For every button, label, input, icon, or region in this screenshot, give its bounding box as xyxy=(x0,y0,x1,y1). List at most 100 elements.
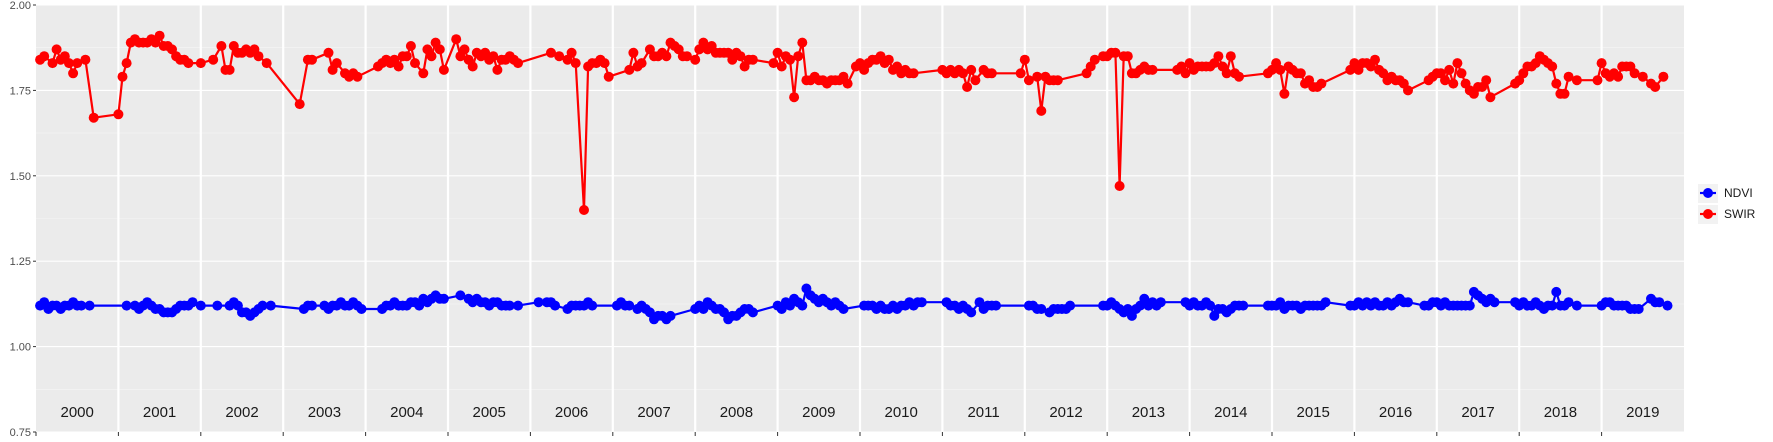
data-point-swir xyxy=(1440,75,1450,86)
data-point-swir xyxy=(121,58,132,69)
data-point-swir xyxy=(72,58,83,69)
legend-label-swir: SWIR xyxy=(1724,207,1756,221)
data-point-ndvi xyxy=(665,310,676,321)
data-point-ndvi xyxy=(121,300,132,311)
data-point-swir xyxy=(1481,75,1492,86)
data-point-swir xyxy=(1571,75,1582,86)
year-label: 2009 xyxy=(802,404,835,421)
data-point-ndvi xyxy=(1205,300,1216,311)
data-point-swir xyxy=(1015,68,1026,79)
data-point-swir xyxy=(1089,54,1100,65)
data-point-swir xyxy=(1225,51,1236,62)
data-point-swir xyxy=(789,92,800,103)
data-point-swir xyxy=(958,68,968,79)
data-point-swir xyxy=(1559,88,1570,99)
year-label: 2000 xyxy=(61,404,94,421)
data-point-swir xyxy=(410,58,420,69)
data-point-ndvi xyxy=(550,300,561,311)
data-point-swir xyxy=(908,68,919,79)
data-point-ndvi xyxy=(1155,297,1166,308)
data-point-ndvi xyxy=(747,307,758,318)
grid-lines xyxy=(36,4,1684,433)
data-point-swir xyxy=(690,54,701,65)
data-point-ndvi xyxy=(1633,304,1644,314)
data-point-swir xyxy=(1658,71,1669,82)
data-point-swir xyxy=(195,58,206,69)
year-label: 2007 xyxy=(637,404,670,421)
data-point-swir xyxy=(88,112,99,123)
data-point-swir xyxy=(352,71,363,82)
year-label: 2013 xyxy=(1132,404,1165,421)
data-point-swir xyxy=(1563,71,1574,82)
data-point-swir xyxy=(1629,68,1640,79)
year-label: 2002 xyxy=(225,404,258,421)
data-point-ndvi xyxy=(513,300,523,311)
data-point-swir xyxy=(451,34,462,45)
data-point-swir xyxy=(47,58,58,69)
data-point-swir xyxy=(323,47,334,58)
year-label: 2006 xyxy=(555,404,588,421)
data-point-swir xyxy=(418,68,429,79)
data-point-swir xyxy=(986,68,997,79)
y-tick-label: 0.75 xyxy=(10,427,31,439)
data-point-swir xyxy=(546,47,556,58)
data-point-swir xyxy=(1551,78,1562,89)
data-point-ndvi xyxy=(356,304,367,314)
data-point-swir xyxy=(603,71,614,82)
series-layer xyxy=(35,30,1673,325)
data-point-ndvi xyxy=(1547,300,1558,311)
year-label: 2008 xyxy=(720,404,753,421)
data-point-swir xyxy=(1613,71,1624,82)
data-point-swir xyxy=(426,51,437,62)
y-tick-label: 2.00 xyxy=(10,0,31,12)
y-tick-label: 1.50 xyxy=(10,171,31,183)
data-point-swir xyxy=(307,54,317,65)
y-tick-label: 1.75 xyxy=(10,85,31,97)
data-point-swir xyxy=(1650,82,1661,92)
data-point-swir xyxy=(1221,68,1232,79)
data-point-swir xyxy=(434,44,445,55)
data-point-swir xyxy=(488,51,499,62)
data-point-swir xyxy=(554,51,565,62)
data-point-swir xyxy=(513,58,523,69)
year-label: 2001 xyxy=(143,404,176,421)
data-point-swir xyxy=(747,54,758,65)
year-label: 2012 xyxy=(1049,404,1082,421)
data-point-swir xyxy=(459,44,470,55)
data-point-ndvi xyxy=(916,297,927,308)
y-tick-label: 1.00 xyxy=(10,342,31,354)
data-point-ndvi xyxy=(307,300,317,311)
data-point-ndvi xyxy=(455,290,466,301)
legend-key-marker xyxy=(1703,188,1713,198)
data-point-swir xyxy=(772,47,783,58)
data-point-swir xyxy=(68,68,79,79)
data-point-swir xyxy=(393,61,404,72)
data-point-ndvi xyxy=(76,300,87,311)
data-point-swir xyxy=(599,58,610,69)
data-point-ndvi xyxy=(587,300,598,311)
data-point-ndvi xyxy=(504,300,515,311)
year-label: 2005 xyxy=(473,404,506,421)
data-point-swir xyxy=(842,78,853,89)
data-point-swir xyxy=(294,99,305,110)
data-point-swir xyxy=(1448,78,1459,89)
data-point-swir xyxy=(438,64,449,75)
data-point-ndvi xyxy=(1571,300,1582,311)
data-point-ndvi xyxy=(84,300,95,311)
data-point-swir xyxy=(1370,54,1380,65)
data-point-swir xyxy=(1316,78,1327,89)
data-point-swir xyxy=(1052,75,1063,86)
data-point-ndvi xyxy=(1464,300,1475,311)
data-point-swir xyxy=(793,51,804,62)
data-point-ndvi xyxy=(438,293,449,304)
data-point-swir xyxy=(1122,51,1133,62)
data-point-swir xyxy=(467,61,478,72)
data-point-swir xyxy=(253,51,264,62)
data-point-swir xyxy=(154,30,165,41)
year-label: 2017 xyxy=(1461,404,1494,421)
data-point-swir xyxy=(768,58,779,69)
data-point-swir xyxy=(682,51,692,62)
data-point-swir xyxy=(51,44,62,55)
year-label: 2010 xyxy=(885,404,918,421)
data-point-swir xyxy=(785,54,795,65)
